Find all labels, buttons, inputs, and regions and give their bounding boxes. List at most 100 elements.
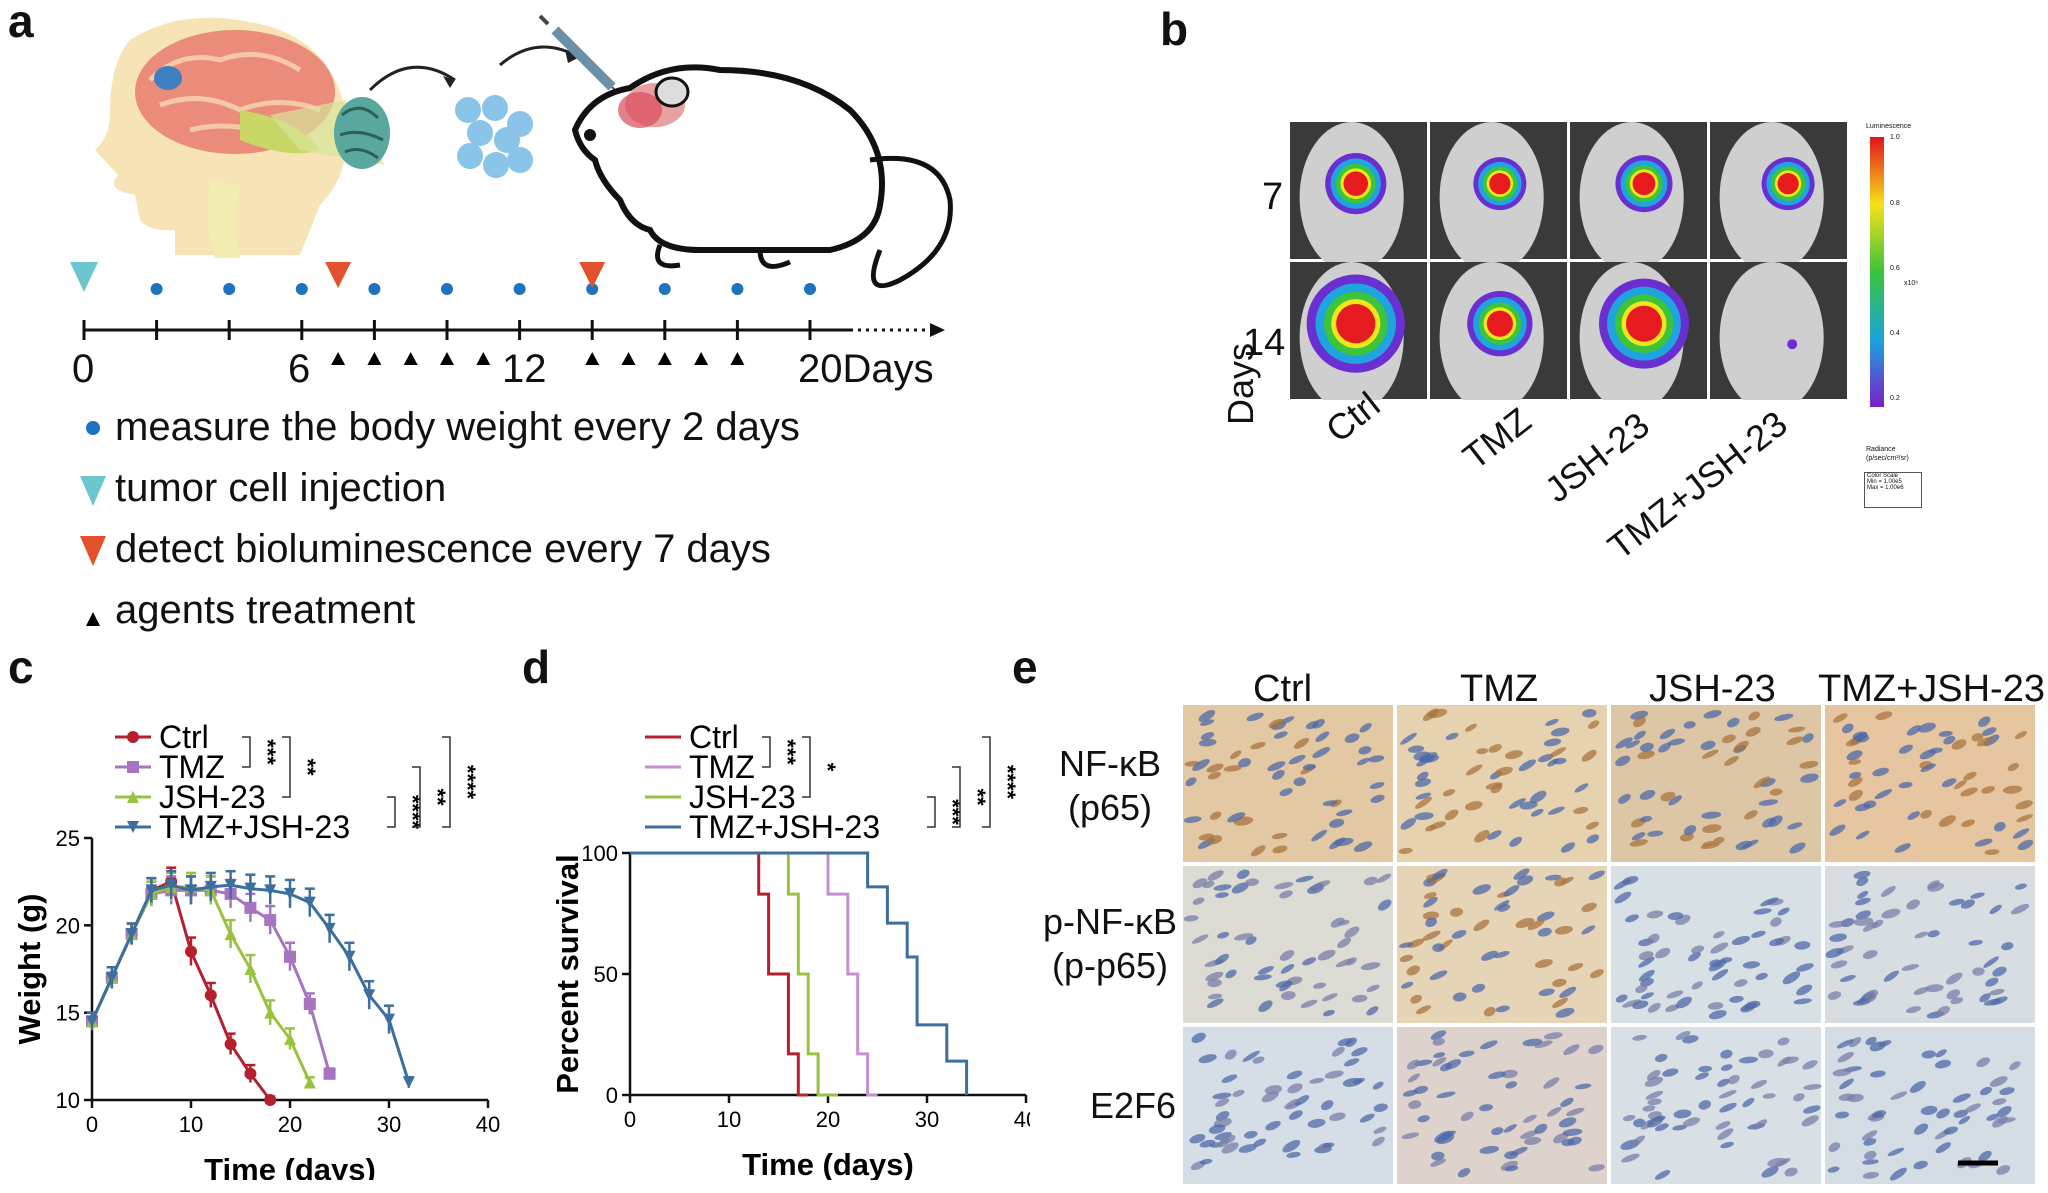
ihc-nucleus (1358, 746, 1372, 755)
ihc-nucleus (1559, 986, 1577, 999)
timeline-arrowhead (930, 323, 945, 337)
ihc-nucleus (1534, 1040, 1553, 1049)
ihc-nucleus (1554, 925, 1573, 935)
ihc-nucleus (1407, 938, 1425, 948)
ihc-nucleus (1928, 747, 1943, 754)
ihc-nucleus (1938, 730, 1953, 737)
significance-bracket (242, 736, 251, 768)
ihc-nucleus (1853, 917, 1874, 926)
significance-stars: ** (295, 758, 320, 776)
ihc-row-nfkb: NF-κB (p65) (1040, 742, 1180, 830)
x-tick-label: 30 (915, 1107, 939, 1132)
ihc-nucleus (1585, 821, 1599, 830)
ihc-nucleus (1440, 1062, 1452, 1072)
injection-triangle-icon (80, 476, 106, 506)
ihc-nucleus (1753, 1119, 1768, 1130)
ihc-nucleus (1640, 815, 1653, 823)
weight-dot-icon (441, 283, 453, 295)
ihc-nucleus (1618, 793, 1631, 804)
ihc-nucleus (1214, 1131, 1232, 1141)
ihc-nucleus (1288, 754, 1306, 765)
ihc-nucleus (1206, 998, 1224, 1008)
ihc-nucleus (1366, 1006, 1379, 1016)
ihc-nucleus (1621, 1153, 1640, 1163)
ihc-nucleus (1788, 726, 1806, 733)
ihc-nucleus (1242, 1050, 1260, 1062)
weight-dot-icon (86, 421, 100, 435)
signal-peak (1343, 171, 1369, 196)
ihc-nucleus (1223, 765, 1242, 772)
ihc-nucleus (1432, 1037, 1445, 1046)
ihc-nucleus (1408, 1100, 1422, 1109)
ihc-nucleus (1655, 947, 1671, 959)
ihc-nucleus (1996, 1165, 2011, 1175)
ihc-nucleus (1639, 789, 1656, 800)
ihc-nucleus (1913, 1123, 1929, 1135)
ihc-nucleus (1567, 962, 1584, 972)
legend-agents-treatment: agents treatment (115, 588, 416, 632)
ihc-nucleus (1457, 1168, 1471, 1178)
ihc-nucleus (1787, 822, 1803, 830)
ihc-nucleus (1311, 880, 1331, 890)
ihc-nucleus (1419, 752, 1438, 762)
ihc-nucleus (1796, 984, 1813, 996)
ihc-nucleus (1744, 810, 1758, 820)
treatment-marker-icon (585, 352, 600, 365)
ihc-nucleus (1625, 914, 1639, 923)
ihc-nucleus (1516, 875, 1534, 886)
significance-bracket (802, 736, 811, 798)
ihc-nucleus (1472, 884, 1491, 895)
ihc-nucleus (1530, 808, 1544, 817)
ihc-nucleus (1992, 966, 2007, 977)
ihc-nucleus (1275, 980, 1293, 988)
ihc-nucleus (1753, 908, 1772, 915)
treatment-triangle-icon (86, 612, 100, 626)
ihc-nucleus (1337, 1038, 1353, 1047)
ihc-nucleus (1302, 763, 1316, 771)
ihc-nucleus (1372, 1081, 1384, 1090)
x-tick-label: 30 (377, 1112, 401, 1137)
ihc-nucleus (1238, 1144, 1257, 1153)
ihc-nucleus (2012, 828, 2030, 839)
ihc-tile (1397, 866, 1607, 1023)
ihc-nucleus (1200, 719, 1215, 726)
timeline-tick-12: 12 (502, 347, 547, 391)
ihc-nucleus (1848, 1037, 1862, 1048)
ihc-nucleus (1832, 1068, 1852, 1077)
ihc-nucleus (1647, 1002, 1661, 1013)
ihc-nucleus (1615, 994, 1628, 1003)
ihc-nucleus (1970, 892, 1985, 899)
ihc-nucleus (1442, 789, 1456, 797)
ihc-nucleus (1329, 1112, 1346, 1121)
ihc-nucleus (1503, 1124, 1517, 1133)
ihc-nucleus (1874, 789, 1893, 800)
ihc-nucleus (1784, 1167, 1798, 1177)
data-point (185, 945, 197, 958)
ihc-nucleus (1989, 1076, 2008, 1087)
ihc-nucleus (1683, 721, 1696, 729)
ihc-nucleus (1978, 1150, 1992, 1162)
ihc-nucleus (1638, 969, 1655, 982)
ihc-nucleus (1700, 740, 1716, 751)
significance-bracket (282, 736, 291, 798)
ihc-nucleus (1221, 1074, 1238, 1084)
ihc-nucleus (1712, 836, 1725, 845)
ihc-nucleus (1221, 1142, 1239, 1154)
ihc-nucleus (1536, 911, 1555, 922)
ihc-nucleus (1360, 962, 1381, 971)
ihc-nucleus (1305, 721, 1319, 730)
signal-peak (1489, 173, 1511, 195)
ihc-nucleus (1473, 919, 1490, 932)
ihc-nucleus (1920, 763, 1936, 773)
ihc-nucleus (1407, 745, 1425, 753)
ihc-nucleus (1253, 1138, 1267, 1147)
ihc-nucleus (1633, 716, 1646, 728)
ihc-nucleus (1530, 790, 1547, 804)
ihc-nucleus (1720, 957, 1733, 963)
ihc-nucleus (1700, 842, 1720, 849)
y-axis-label: Percent survival (550, 854, 585, 1094)
ihc-nucleus (1206, 763, 1224, 773)
data-point (303, 896, 316, 909)
ihc-nucleus (1547, 758, 1559, 767)
ihc-nucleus (1451, 929, 1467, 939)
